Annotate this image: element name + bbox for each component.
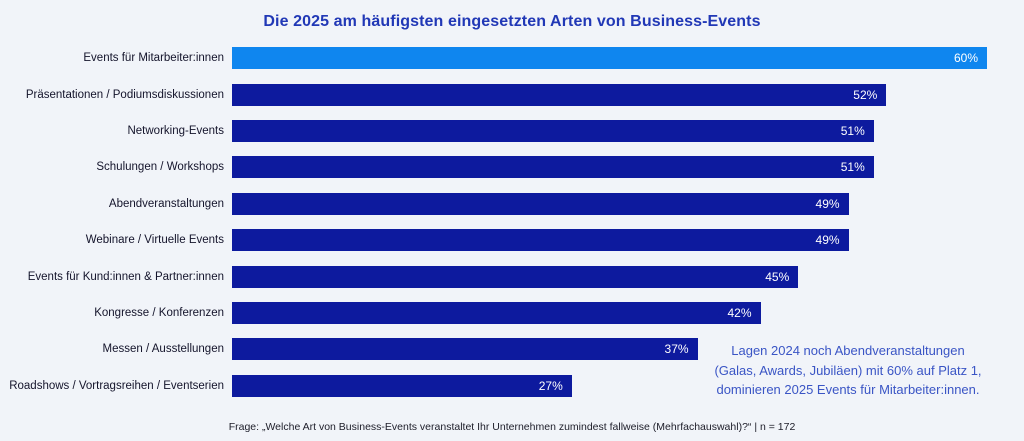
bar: 49% bbox=[232, 229, 849, 252]
bar-track: 42% bbox=[232, 301, 1024, 324]
chart-row: Webinare / Virtuelle Events 49% bbox=[0, 222, 1024, 258]
bar: 51% bbox=[232, 156, 874, 179]
bar-track: 49% bbox=[232, 229, 1024, 252]
chart-row: Präsentationen / Podiumsdiskussionen 52% bbox=[0, 76, 1024, 112]
bar-track: 52% bbox=[232, 83, 1024, 106]
bar: 51% bbox=[232, 119, 874, 142]
category-label: Abendveranstaltungen bbox=[108, 197, 224, 210]
value-label: 42% bbox=[727, 305, 752, 320]
bar-track: 60% bbox=[232, 47, 1024, 70]
category-label: Roadshows / Vortragsreihen / Eventserien bbox=[9, 379, 224, 392]
bar: 37% bbox=[232, 338, 698, 361]
chart-row: Schulungen / Workshops 51% bbox=[0, 149, 1024, 185]
value-label: 60% bbox=[953, 51, 978, 66]
chart-row: Networking-Events 51% bbox=[0, 113, 1024, 149]
category-label: Events für Mitarbeiter:innen bbox=[83, 52, 224, 65]
category-label: Networking-Events bbox=[127, 124, 224, 137]
annotation-line: Lagen 2024 noch Abendveranstaltungen bbox=[731, 343, 965, 358]
plot-area: Events für Mitarbeiter:innen 60% Präsentat… bbox=[0, 40, 1024, 404]
bar: 27% bbox=[232, 374, 572, 397]
bar-track: 27% bbox=[232, 374, 1024, 397]
value-label: 49% bbox=[815, 196, 840, 211]
annotation-line: dominieren 2025 Events für Mitarbeiter:i… bbox=[716, 382, 980, 397]
bar-track: 51% bbox=[232, 119, 1024, 142]
bar-track: 51% bbox=[232, 156, 1024, 179]
category-label: Messen / Ausstellungen bbox=[102, 343, 224, 356]
bar-track: 45% bbox=[232, 265, 1024, 288]
annotation-text: Lagen 2024 noch Abendveranstaltungen (Ga… bbox=[698, 341, 998, 400]
bar: 42% bbox=[232, 301, 761, 324]
bar-track: 37% bbox=[232, 338, 1024, 361]
category-label: Kongresse / Konferenzen bbox=[94, 306, 224, 319]
value-label: 51% bbox=[840, 160, 865, 175]
chart-row: Events für Kund:innen & Partner:innen 45% bbox=[0, 258, 1024, 294]
value-label: 52% bbox=[853, 87, 878, 102]
chart-row: Abendveranstaltungen 49% bbox=[0, 186, 1024, 222]
bar: 60% bbox=[232, 47, 987, 70]
annotation-line: (Galas, Awards, Jubiläen) mit 60% auf Pl… bbox=[714, 362, 982, 378]
source-question-note: Frage: „Welche Art von Business-Events v… bbox=[228, 421, 796, 433]
chart-row: Messen / Ausstellungen 37% bbox=[0, 331, 1024, 367]
value-label: 45% bbox=[765, 269, 790, 284]
value-label: 51% bbox=[840, 123, 865, 138]
chart-row: Roadshows / Vortragsreihen / Eventserien… bbox=[0, 368, 1024, 404]
value-label: 49% bbox=[815, 233, 840, 248]
value-label: 37% bbox=[664, 342, 689, 357]
category-label: Events für Kund:innen & Partner:innen bbox=[27, 270, 224, 283]
bar: 52% bbox=[232, 83, 887, 106]
chart-row: Events für Mitarbeiter:innen 60% bbox=[0, 40, 1024, 76]
category-label: Schulungen / Workshops bbox=[96, 161, 224, 174]
bar-track: 49% bbox=[232, 192, 1024, 215]
bar: 45% bbox=[232, 265, 799, 288]
value-label: 27% bbox=[538, 378, 563, 393]
chart-title: Die 2025 am häufigsten eingesetzten Arte… bbox=[263, 13, 761, 30]
category-label: Präsentationen / Podiumsdiskussionen bbox=[25, 88, 224, 101]
chart-row: Kongresse / Konferenzen 42% bbox=[0, 295, 1024, 331]
bar: 49% bbox=[232, 192, 849, 215]
category-label: Webinare / Virtuelle Events bbox=[85, 234, 224, 247]
